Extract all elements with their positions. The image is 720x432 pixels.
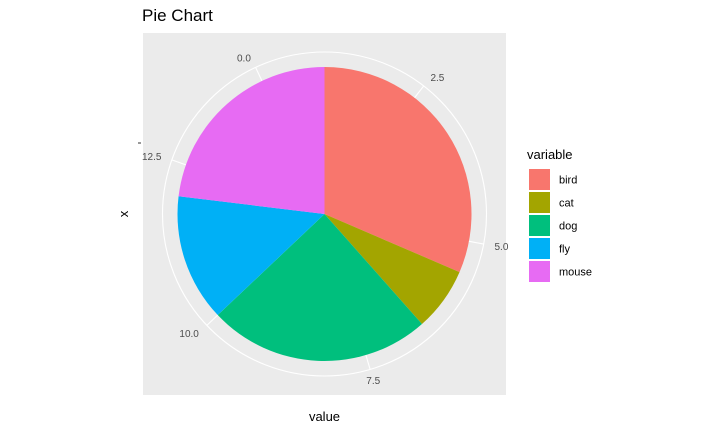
angle-tick-label: 0.0	[237, 53, 251, 64]
outer-grid-circle	[161, 51, 488, 377]
legend-key-mouse	[529, 261, 550, 282]
legend-key-dog	[529, 215, 550, 236]
x-axis-title: value	[309, 409, 340, 424]
legend-key-bird	[529, 169, 550, 190]
legend-items: bird cat dog fly mouse	[529, 169, 592, 282]
angle-tick-label: 12.5	[142, 152, 162, 163]
pie-slice-fly	[177, 196, 325, 316]
legend-key-cat	[529, 192, 550, 213]
angle-tick-label: 2.5	[430, 73, 444, 84]
angle-tick-labels: 0.0 2.5 5.0 7.5 10.0 12.5	[142, 53, 509, 387]
y-axis-title: x	[116, 210, 131, 217]
pie-slice-dog	[217, 214, 422, 361]
legend: variable bird cat dog fly mouse	[527, 147, 592, 282]
legend-title: variable	[527, 147, 573, 162]
legend-label-bird: bird	[559, 175, 577, 187]
pie-slice-mouse	[178, 67, 325, 214]
pie-slices	[177, 67, 472, 361]
chart-title: Pie Chart	[142, 6, 213, 25]
pie-slice-cat	[324, 214, 460, 325]
legend-label-dog: dog	[559, 221, 577, 233]
pie-slice-bird	[324, 67, 472, 273]
legend-label-mouse: mouse	[559, 267, 592, 279]
legend-label-cat: cat	[559, 198, 574, 210]
legend-label-fly: fly	[559, 244, 571, 256]
angle-tick-label: 7.5	[366, 376, 380, 387]
legend-key-fly	[529, 238, 550, 259]
angle-tick-label: 5.0	[494, 242, 508, 253]
angle-tick-label: 10.0	[179, 329, 199, 340]
